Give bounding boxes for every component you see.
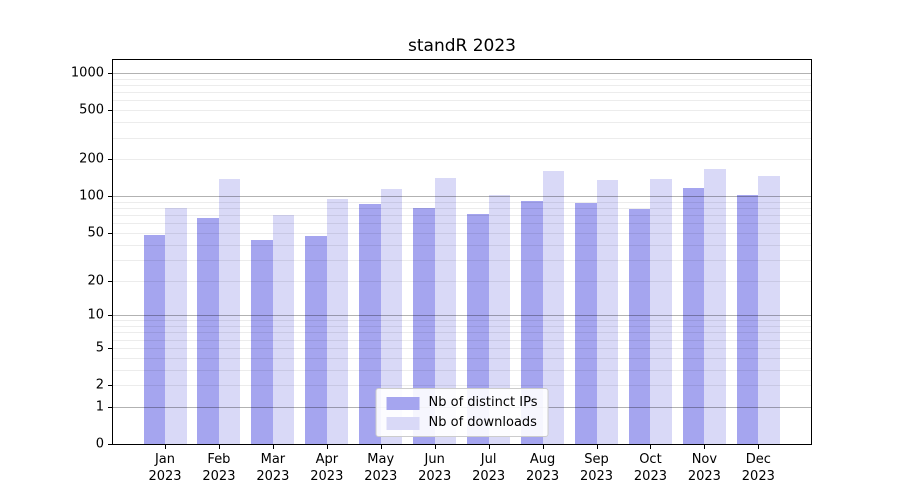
bar-distinct-ips <box>682 188 705 444</box>
y-tick-mark <box>108 73 112 75</box>
y-tick-mark <box>108 347 112 349</box>
x-tick-label: Aug 2023 <box>526 452 560 484</box>
gridline-minor <box>113 100 811 102</box>
bar-distinct-ips <box>251 239 273 444</box>
x-tick-mark <box>326 445 328 449</box>
y-tick-mark <box>108 110 112 112</box>
x-tick-label: Feb 2023 <box>202 452 236 484</box>
y-tick-label: 100 <box>79 188 104 204</box>
y-tick-label: 10 <box>87 307 104 323</box>
gridline-minor <box>113 122 811 124</box>
y-tick-label: 1000 <box>70 65 104 81</box>
x-tick-mark <box>434 445 436 449</box>
y-tick-mark <box>108 232 112 234</box>
bar-downloads <box>758 176 780 444</box>
x-tick-mark <box>650 445 652 449</box>
x-tick-mark <box>758 445 760 449</box>
y-tick-mark <box>108 444 112 445</box>
bar-distinct-ips <box>143 235 165 444</box>
bar-distinct-ips <box>736 195 759 444</box>
bar-downloads <box>542 171 565 444</box>
x-tick-mark <box>596 445 598 449</box>
x-tick-mark <box>380 445 382 449</box>
gridline-minor <box>113 85 811 86</box>
y-tick-label: 0 <box>95 436 104 452</box>
y-tick-mark <box>108 159 112 161</box>
y-tick-label: 20 <box>87 273 104 289</box>
legend-label-distinct-ips: Nb of distinct IPs <box>428 395 538 410</box>
gridline-minor <box>113 92 811 94</box>
x-tick-label: Jan 2023 <box>148 452 182 484</box>
x-tick-label: May 2023 <box>364 452 398 484</box>
x-tick-mark <box>488 445 490 449</box>
y-tick-label: 1 <box>95 399 104 415</box>
gridline-major <box>113 73 811 75</box>
bar-downloads <box>380 188 403 444</box>
x-tick-label: Jun 2023 <box>418 452 452 484</box>
x-tick-label: Sep 2023 <box>579 452 614 484</box>
y-tick-mark <box>108 406 112 408</box>
chart-title: standR 2023 <box>408 36 516 56</box>
legend-swatch-distinct-ips <box>386 396 420 410</box>
legend: Nb of distinct IPs Nb of downloads <box>375 388 549 437</box>
y-tick-label: 5 <box>95 340 104 356</box>
gridline-minor <box>113 159 811 161</box>
bar-downloads <box>650 178 672 444</box>
bar-distinct-ips <box>575 202 597 444</box>
bar-downloads <box>434 178 457 444</box>
x-tick-label: Nov 2023 <box>687 452 721 484</box>
y-tick-label: 500 <box>79 102 104 118</box>
bar-downloads <box>596 179 619 444</box>
y-tick-mark <box>108 315 112 317</box>
x-tick-label: Dec 2023 <box>741 452 775 484</box>
legend-item-distinct-ips: Nb of distinct IPs <box>386 395 538 410</box>
x-tick-label: Mar 2023 <box>256 452 290 484</box>
bar-downloads <box>704 168 726 444</box>
bar-distinct-ips <box>628 209 651 444</box>
x-tick-label: Apr 2023 <box>310 452 344 484</box>
legend-item-downloads: Nb of downloads <box>386 415 538 430</box>
x-tick-mark <box>542 445 544 449</box>
y-tick-mark <box>108 196 112 198</box>
bar-distinct-ips <box>197 218 219 444</box>
x-tick-label: Oct 2023 <box>633 452 667 484</box>
legend-swatch-downloads <box>386 416 420 430</box>
x-tick-mark <box>272 445 274 449</box>
gridline-minor <box>113 110 811 112</box>
y-tick-mark <box>108 385 112 386</box>
bar-downloads <box>272 215 295 444</box>
bar-distinct-ips <box>305 236 327 444</box>
bar-downloads <box>218 179 241 444</box>
x-tick-label: Jul 2023 <box>472 452 506 484</box>
gridline-minor <box>113 78 811 80</box>
x-tick-mark <box>165 445 166 449</box>
x-tick-mark <box>704 445 706 449</box>
gridline-minor <box>113 137 811 139</box>
y-tick-label: 50 <box>87 225 104 241</box>
y-tick-label: 200 <box>79 151 104 167</box>
bar-downloads <box>326 198 349 444</box>
legend-label-downloads: Nb of downloads <box>428 415 537 430</box>
bar-distinct-ips <box>521 200 543 444</box>
bar-distinct-ips <box>413 208 435 444</box>
y-tick-label: 2 <box>95 377 104 393</box>
bar-downloads <box>488 195 511 444</box>
bar-distinct-ips <box>359 204 381 444</box>
x-tick-mark <box>218 445 220 449</box>
plot-area: 0 1 2 5 10 20 50 100 200 500 1000 Jan 2023 Feb 2023… <box>71 59 812 484</box>
bar-distinct-ips <box>467 213 489 444</box>
y-tick-mark <box>108 280 112 282</box>
bar-downloads <box>165 208 187 444</box>
